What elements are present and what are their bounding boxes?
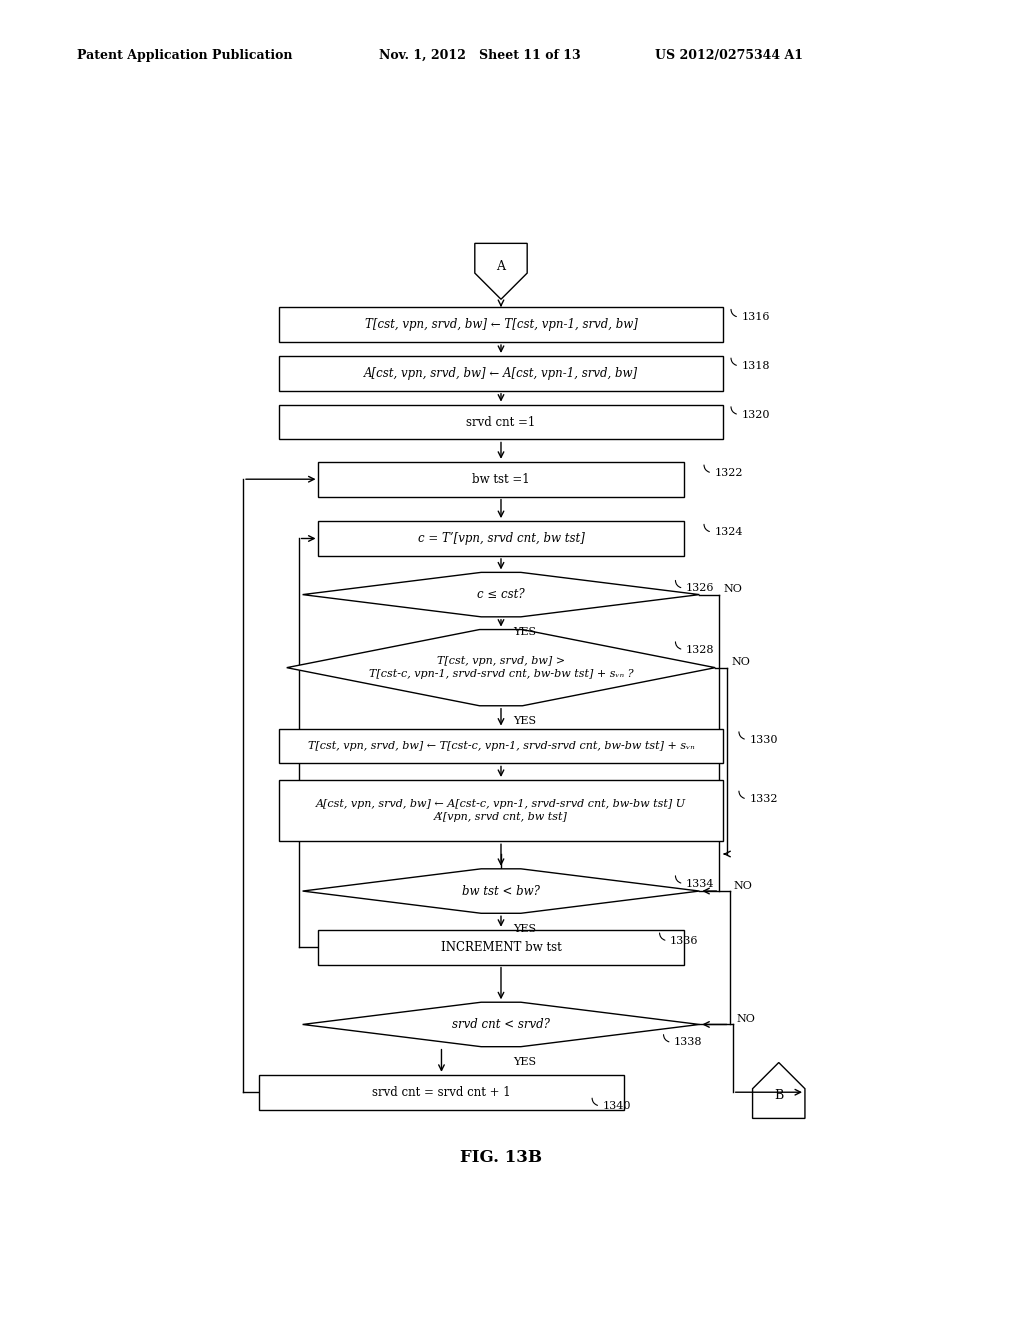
Text: 1332: 1332 [750, 793, 778, 804]
Text: 1336: 1336 [670, 936, 698, 946]
FancyBboxPatch shape [259, 1074, 624, 1110]
Text: A[cst, vpn, srvd, bw] ← A[cst, vpn-1, srvd, bw]: A[cst, vpn, srvd, bw] ← A[cst, vpn-1, sr… [364, 367, 638, 380]
Text: 1334: 1334 [686, 879, 715, 888]
Text: srvd cnt =1: srvd cnt =1 [466, 416, 536, 429]
Text: YES: YES [513, 924, 536, 933]
Text: 1320: 1320 [741, 409, 770, 420]
Text: 1340: 1340 [602, 1101, 631, 1111]
FancyBboxPatch shape [279, 729, 723, 763]
Text: YES: YES [513, 627, 536, 638]
Text: 1318: 1318 [741, 360, 770, 371]
Polygon shape [753, 1063, 805, 1118]
FancyBboxPatch shape [279, 356, 723, 391]
Text: c = T’[vpn, srvd cnt, bw tst]: c = T’[vpn, srvd cnt, bw tst] [418, 532, 585, 545]
Text: YES: YES [513, 717, 536, 726]
Text: B: B [774, 1089, 783, 1102]
Text: Nov. 1, 2012   Sheet 11 of 13: Nov. 1, 2012 Sheet 11 of 13 [379, 49, 581, 62]
Text: 1338: 1338 [674, 1038, 702, 1048]
Text: T[cst, vpn, srvd, bw] ← T[cst-c, vpn-1, srvd-srvd cnt, bw-bw tst] + sᵥₙ: T[cst, vpn, srvd, bw] ← T[cst-c, vpn-1, … [307, 741, 694, 751]
Text: YES: YES [513, 1057, 536, 1068]
Text: NO: NO [733, 880, 753, 891]
Polygon shape [287, 630, 715, 706]
FancyBboxPatch shape [318, 521, 684, 556]
Text: srvd cnt < srvd?: srvd cnt < srvd? [452, 1018, 550, 1031]
Text: 1326: 1326 [686, 583, 715, 593]
Text: bw tst < bw?: bw tst < bw? [462, 884, 540, 898]
Text: NO: NO [736, 1014, 756, 1024]
Text: FIG. 13B: FIG. 13B [460, 1150, 542, 1167]
Text: 1330: 1330 [750, 735, 778, 744]
FancyBboxPatch shape [279, 308, 723, 342]
FancyBboxPatch shape [318, 929, 684, 965]
Polygon shape [475, 243, 527, 300]
Polygon shape [303, 573, 699, 616]
Text: c ≤ cst?: c ≤ cst? [477, 589, 525, 601]
Text: bw tst =1: bw tst =1 [472, 473, 529, 486]
Polygon shape [303, 869, 699, 913]
Text: A: A [497, 260, 506, 272]
FancyBboxPatch shape [279, 780, 723, 841]
Text: T[cst, vpn, srvd, bw] >
T[cst-c, vpn-1, srvd-srvd cnt, bw-bw tst] + sᵥₙ ?: T[cst, vpn, srvd, bw] > T[cst-c, vpn-1, … [369, 656, 633, 678]
FancyBboxPatch shape [318, 462, 684, 496]
Text: srvd cnt = srvd cnt + 1: srvd cnt = srvd cnt + 1 [372, 1086, 511, 1098]
Text: US 2012/0275344 A1: US 2012/0275344 A1 [655, 49, 804, 62]
Text: 1328: 1328 [686, 644, 715, 655]
Text: 1322: 1322 [715, 467, 743, 478]
Text: 1316: 1316 [741, 313, 770, 322]
Text: 1324: 1324 [715, 527, 743, 537]
FancyBboxPatch shape [279, 404, 723, 440]
Text: T[cst, vpn, srvd, bw] ← T[cst, vpn-1, srvd, bw]: T[cst, vpn, srvd, bw] ← T[cst, vpn-1, sr… [365, 318, 637, 331]
Text: NO: NO [723, 585, 742, 594]
Text: INCREMENT bw tst: INCREMENT bw tst [440, 941, 561, 953]
Polygon shape [303, 1002, 699, 1047]
Text: A[cst, vpn, srvd, bw] ← A[cst-c, vpn-1, srvd-srvd cnt, bw-bw tst] U
A’[vpn, srvd: A[cst, vpn, srvd, bw] ← A[cst-c, vpn-1, … [316, 800, 686, 822]
Text: Patent Application Publication: Patent Application Publication [77, 49, 292, 62]
Text: NO: NO [731, 657, 750, 668]
